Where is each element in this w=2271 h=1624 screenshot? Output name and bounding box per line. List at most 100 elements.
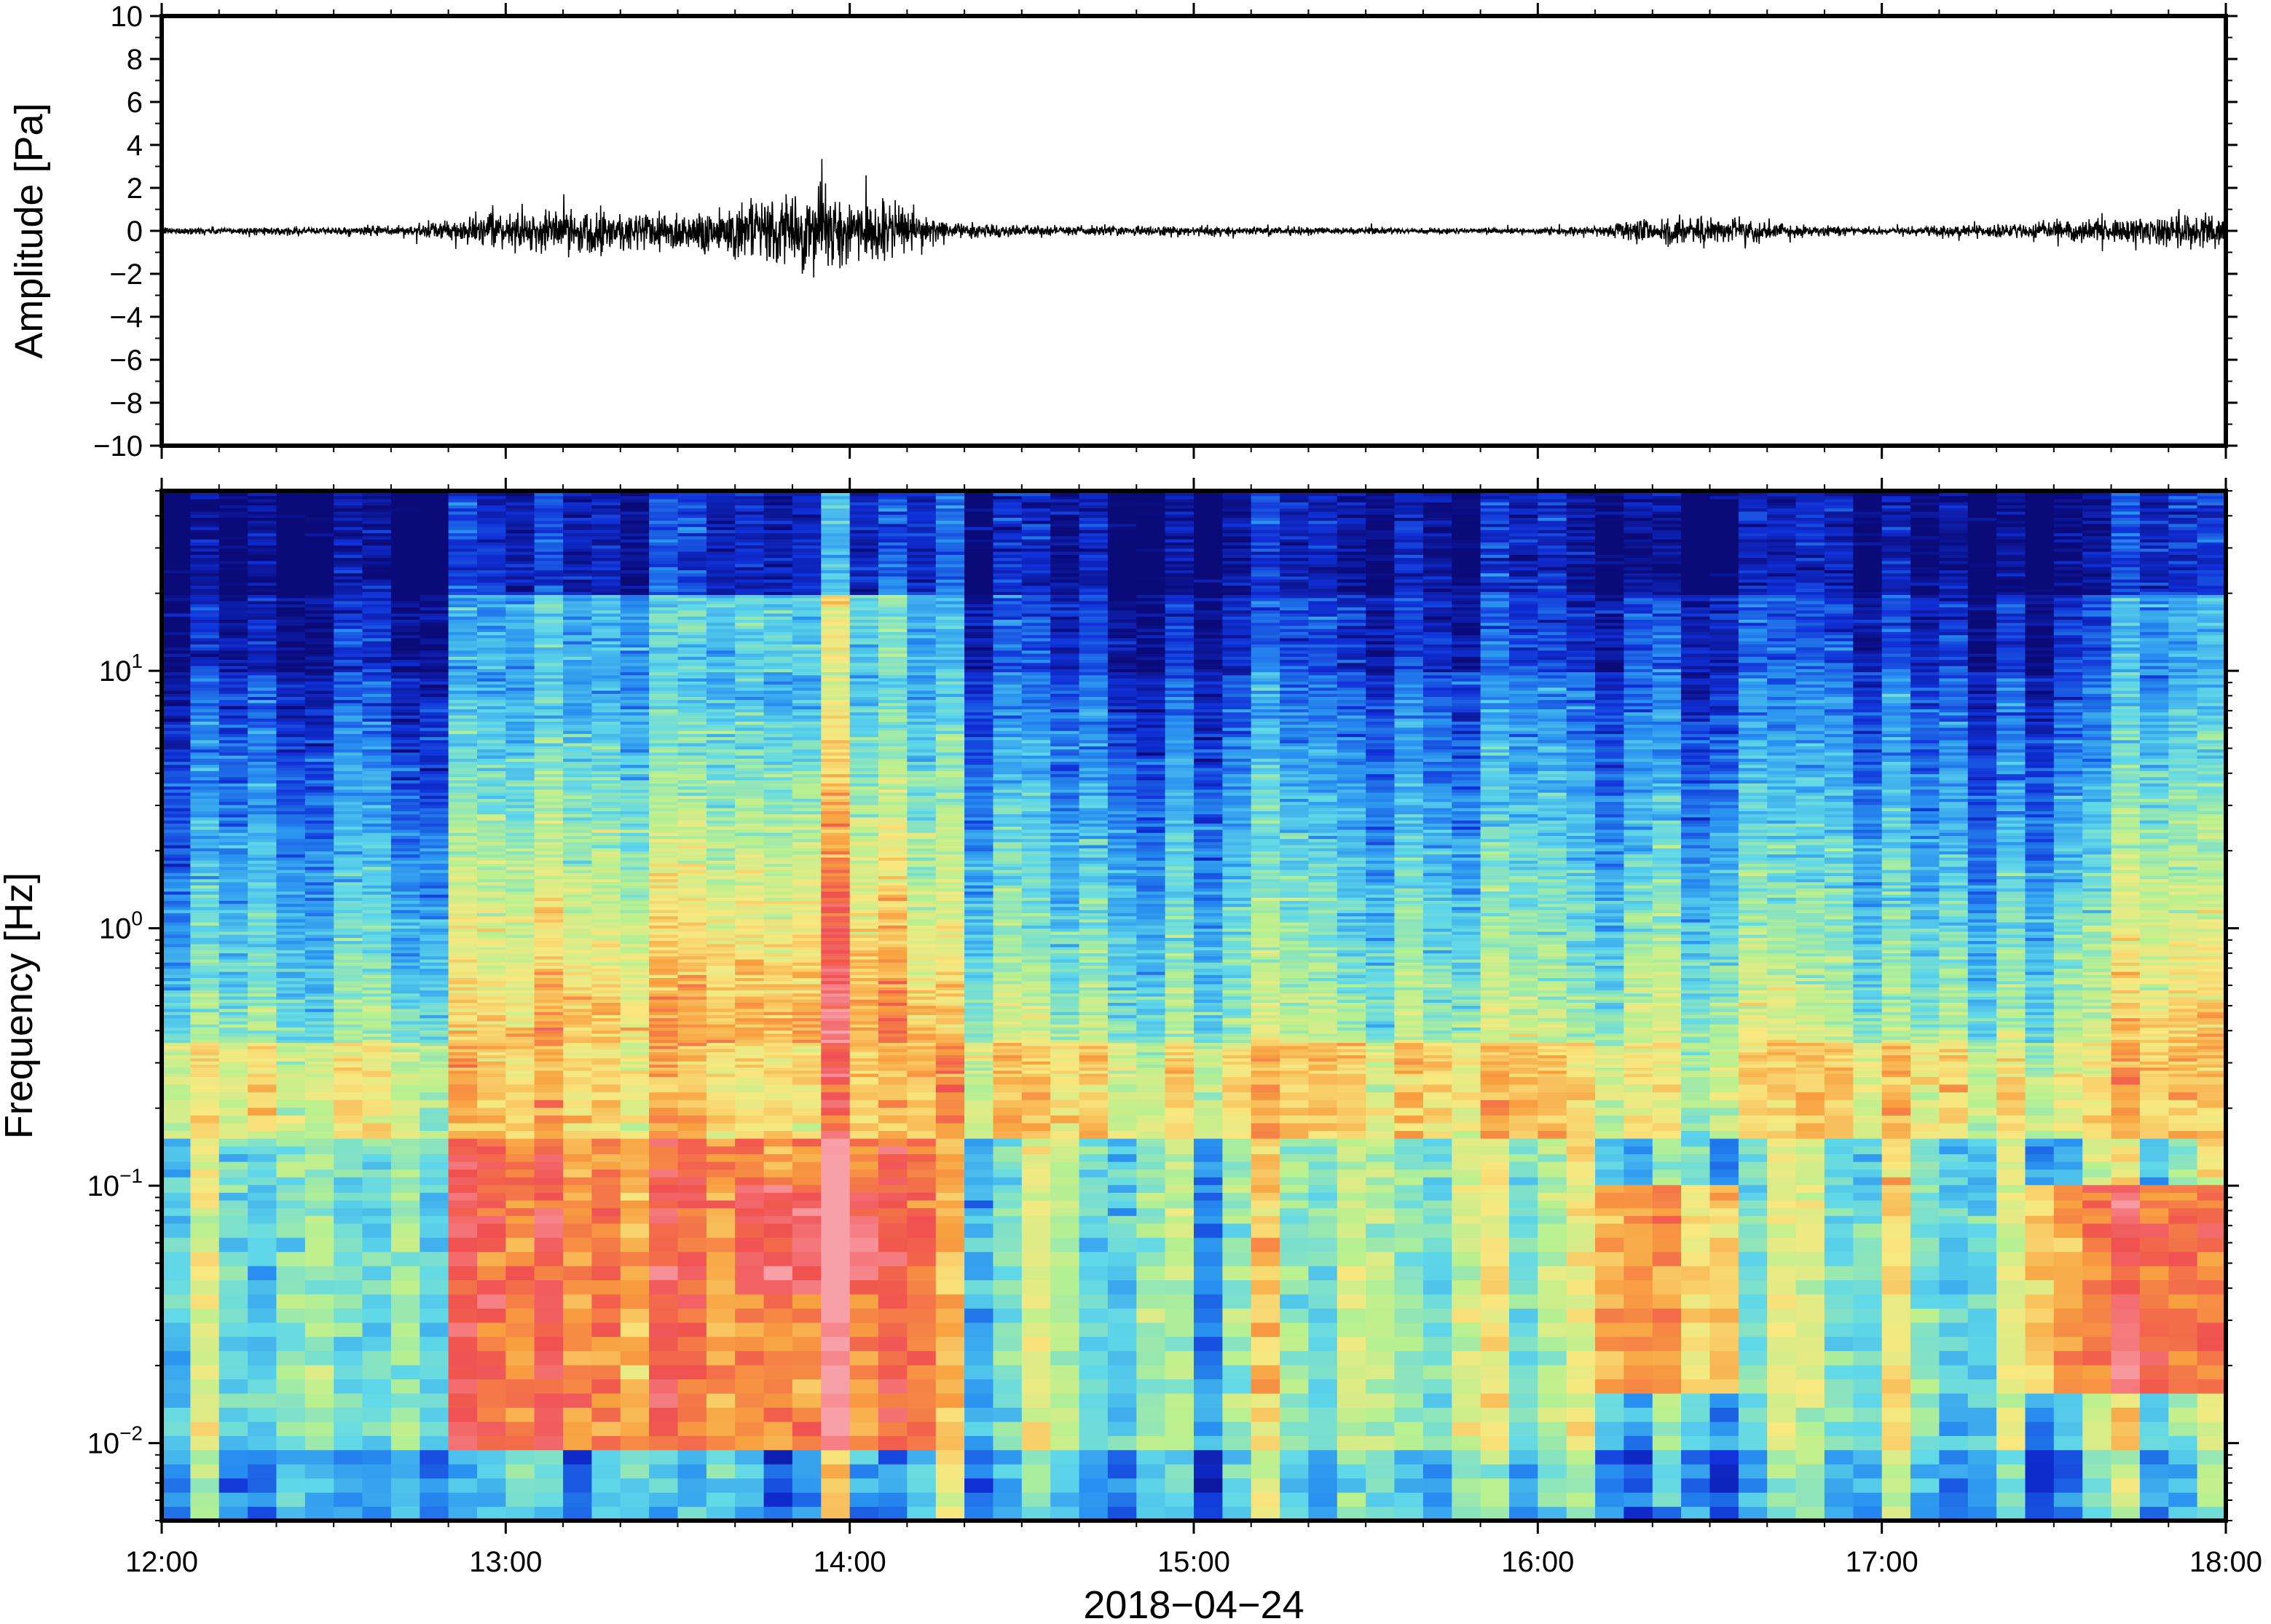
spectrogram-cell [420,770,449,775]
spectrogram-cell [276,1030,306,1034]
spectrogram-cell [248,891,278,895]
spectrogram-cell [190,870,220,873]
spectrogram-cell [477,548,506,552]
spectrogram-cell [304,1064,334,1068]
spectrogram-cell [190,808,220,811]
spectrogram-cell [477,610,506,614]
spectrogram-cell [505,1215,535,1224]
spectrogram-cell [649,1115,679,1124]
spectrogram-cell [390,535,420,540]
spectrogram-cell [420,1033,449,1037]
spectrogram-cell [534,940,564,945]
spectrogram-cell [304,1336,334,1352]
spectrogram-cell [390,736,420,741]
spectrogram-cell [477,644,506,648]
spectrogram-cell [276,1064,306,1068]
spectrogram-cell [477,832,506,836]
spectrogram-cell [649,950,679,954]
spectrogram-cell [448,776,478,781]
spectrogram-cell [248,495,278,500]
spectrogram-cell [334,712,363,716]
spectrogram-cell [620,1407,650,1422]
spectrogram-cell [505,882,535,886]
spectrogram-cell [219,990,248,994]
spectrogram-cell [563,619,593,623]
spectrogram-cell [505,1024,535,1028]
spectrogram-cell [390,1336,420,1352]
spectrogram-cell [162,1049,191,1052]
waveform-y-tick-label: 8 [127,44,143,76]
spectrogram-cell [591,1407,621,1422]
spectrogram-cell [420,1073,449,1077]
spectrogram-cell [219,776,248,781]
spectrogram-cell [362,1215,392,1224]
spectrogram-cell [190,1184,220,1193]
spectrogram-cell [620,835,650,840]
spectrogram-cell [534,1237,564,1253]
spectrogram-cell [390,1379,420,1394]
spectrogram-cell [534,1030,564,1034]
spectrogram-cell [505,591,535,595]
spectrogram-cell [735,1012,765,1015]
spectrogram-cell [390,1061,420,1065]
spectrogram-cell [248,730,278,734]
spectrogram-cell [563,1061,593,1065]
spectrogram-cell [706,1199,736,1209]
spectrogram-cell [591,1184,621,1193]
spectrogram-cell [735,1350,765,1365]
spectrogram-cell [620,511,650,515]
spectrogram-cell [591,1449,621,1465]
spectrogram-cell [334,792,363,796]
spectrogram-cell [162,1067,191,1071]
spectrogram-cell [563,1161,593,1170]
spectrogram-cell [706,1005,736,1009]
spectrogram-cell [477,804,506,808]
spectrogram-cell [304,798,334,803]
spectrogram-cell [563,829,593,833]
spectrogram-cell [420,955,449,960]
spectrogram-cell [649,582,679,586]
spectrogram-cell [248,1014,278,1019]
spectrogram-cell [276,582,306,586]
spectrogram-cell [649,576,679,580]
spectrogram-cell [190,897,220,901]
spectrogram-cell [390,878,420,883]
spectrogram-cell [162,600,191,604]
spectrogram-cell [362,699,392,703]
spectrogram-cell [591,955,621,960]
spectrogram-cell [534,1308,564,1323]
spectrogram-cell [448,789,478,793]
spectrogram-cell [420,798,449,803]
spectrogram-cell [362,813,392,818]
spectrogram-cell [390,999,420,1003]
spectrogram-cell [477,953,506,957]
spectrogram-cell [420,885,449,888]
spectrogram-cell [362,1280,392,1295]
spectrogram-cell [706,996,736,1000]
spectrogram-cell [649,780,679,784]
spectrogram-cell [304,610,334,614]
spectrogram-cell [334,953,363,957]
spectrogram-cell [248,631,278,636]
spectrogram-cell [620,937,650,942]
spectrogram-cell [763,1506,793,1521]
spectrogram-cell [448,1042,478,1046]
spectrogram-cell [649,1039,679,1044]
spectrogram-cell [534,647,564,651]
spectrogram-cell [362,499,392,502]
spectrogram-cell [420,1251,449,1266]
spectrogram-cell [334,687,363,691]
spectrogram-cell [591,918,621,923]
spectrogram-cell [190,798,220,803]
spectrogram-cell [477,813,506,818]
spectrogram-cell [304,600,334,604]
spectrogram-cell [276,1237,306,1253]
spectrogram-cell [334,764,363,768]
spectrogram-cell [534,875,564,880]
spectrogram-cell [706,835,736,840]
spectrogram-cell [190,625,220,629]
spectrogram-cell [620,934,650,938]
spectrogram-cell [219,520,248,524]
spectrogram-cell [276,894,306,898]
spectrogram-cell [505,1506,535,1521]
